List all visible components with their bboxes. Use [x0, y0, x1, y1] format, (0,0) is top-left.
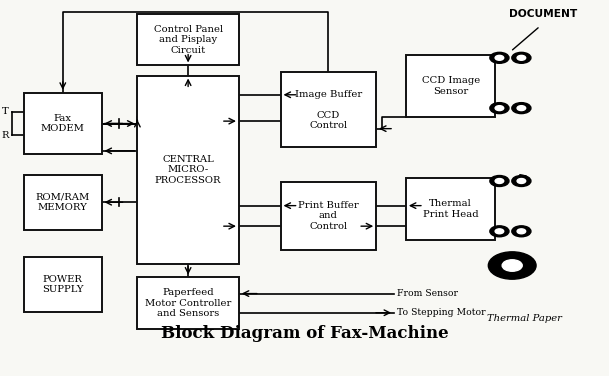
Circle shape: [512, 52, 531, 63]
Text: CCD Image
Sensor: CCD Image Sensor: [421, 76, 480, 96]
Circle shape: [517, 179, 526, 183]
Circle shape: [490, 176, 509, 186]
Circle shape: [502, 260, 523, 271]
Text: POWER
SUPPLY: POWER SUPPLY: [42, 274, 83, 294]
Circle shape: [512, 176, 531, 186]
Circle shape: [495, 55, 504, 60]
FancyBboxPatch shape: [24, 93, 102, 154]
Circle shape: [488, 252, 536, 279]
Circle shape: [490, 52, 509, 63]
FancyBboxPatch shape: [138, 277, 239, 329]
Circle shape: [495, 229, 504, 234]
Text: Thermal Paper: Thermal Paper: [487, 314, 561, 323]
FancyBboxPatch shape: [281, 182, 376, 250]
Text: ROM/RAM
MEMORY: ROM/RAM MEMORY: [36, 193, 90, 212]
Text: DOCUMENT: DOCUMENT: [509, 9, 577, 19]
Text: R: R: [2, 131, 9, 140]
Circle shape: [517, 229, 526, 234]
FancyBboxPatch shape: [138, 76, 239, 264]
Text: From Sensor: From Sensor: [397, 289, 458, 298]
Circle shape: [495, 106, 504, 111]
Circle shape: [512, 226, 531, 237]
Text: To Stepping Motor: To Stepping Motor: [397, 308, 485, 317]
Circle shape: [517, 106, 526, 111]
Text: T: T: [2, 107, 9, 116]
Circle shape: [517, 55, 526, 60]
Circle shape: [490, 226, 509, 237]
FancyBboxPatch shape: [406, 178, 496, 240]
Circle shape: [490, 103, 509, 114]
Circle shape: [495, 179, 504, 183]
Circle shape: [512, 103, 531, 114]
FancyBboxPatch shape: [406, 55, 496, 117]
FancyBboxPatch shape: [138, 14, 239, 65]
Text: CENTRAL
MICRO-
PROCESSOR: CENTRAL MICRO- PROCESSOR: [155, 155, 221, 185]
Text: Thermal
Print Head: Thermal Print Head: [423, 199, 479, 219]
Text: Fax
MODEM: Fax MODEM: [41, 114, 85, 133]
Text: Print Buffer
and
Control: Print Buffer and Control: [298, 201, 359, 231]
Text: Image Buffer

CCD
Control: Image Buffer CCD Control: [295, 90, 362, 130]
FancyBboxPatch shape: [24, 257, 102, 312]
Text: Paperfeed
Motor Controller
and Sensors: Paperfeed Motor Controller and Sensors: [145, 288, 231, 318]
Text: Block Diagram of Fax-Machine: Block Diagram of Fax-Machine: [161, 326, 448, 343]
FancyBboxPatch shape: [281, 72, 376, 147]
FancyBboxPatch shape: [24, 175, 102, 230]
Text: Control Panel
and Pisplay
Circuit: Control Panel and Pisplay Circuit: [153, 25, 223, 55]
